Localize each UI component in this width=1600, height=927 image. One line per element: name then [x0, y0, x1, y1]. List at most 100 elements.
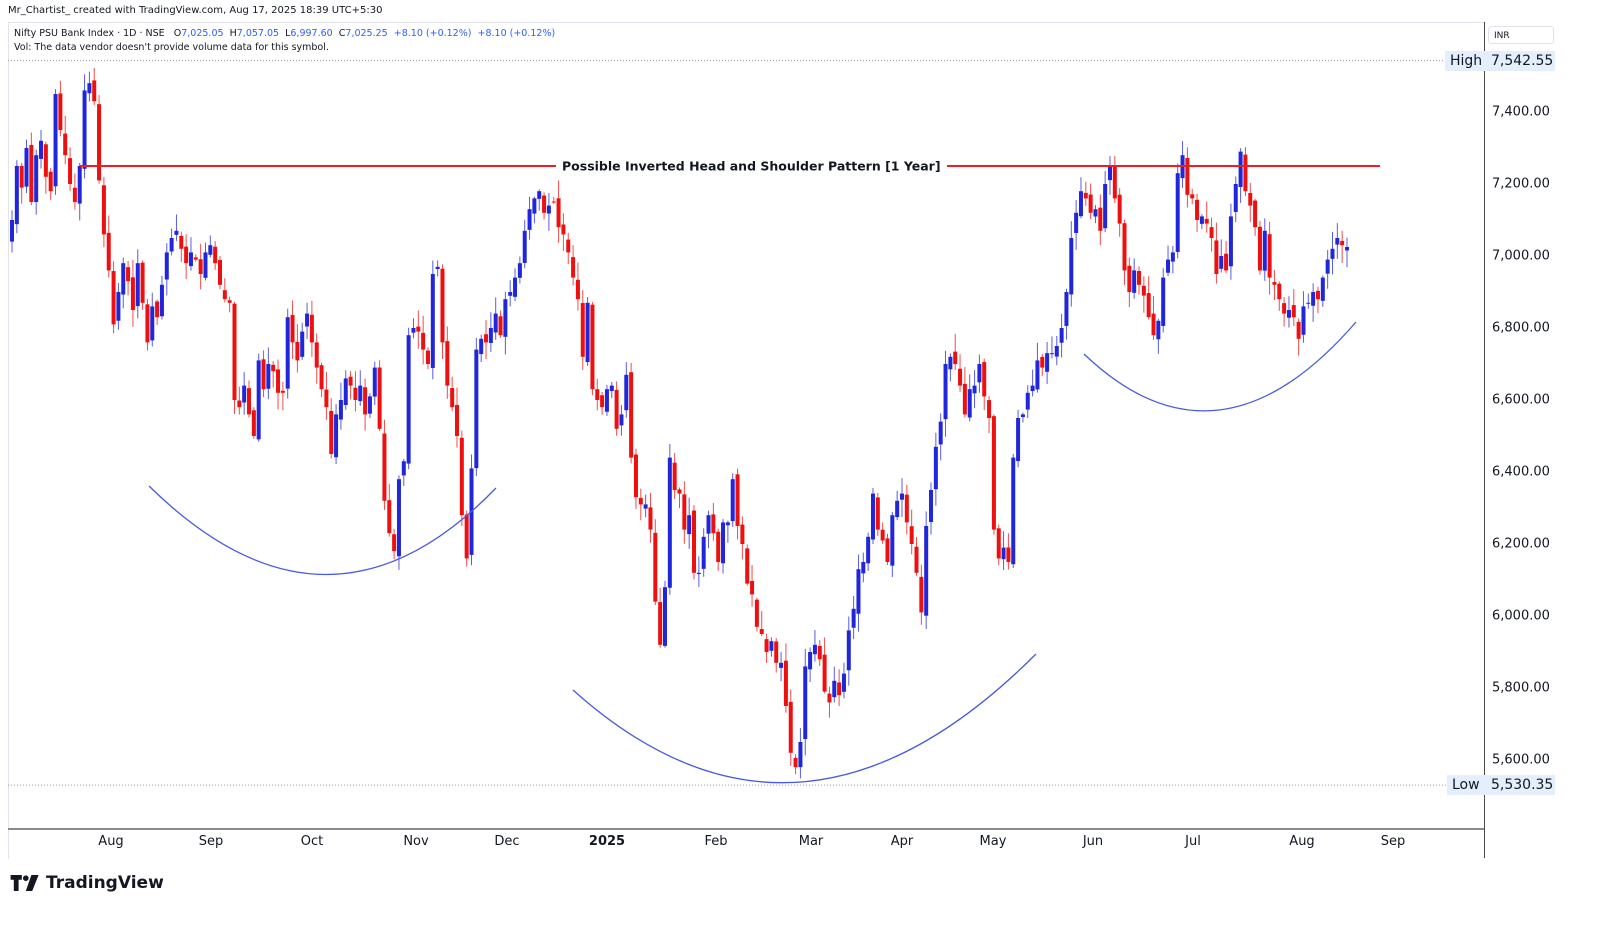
candle[interactable]: [1088, 183, 1093, 220]
candle[interactable]: [406, 327, 411, 470]
candle[interactable]: [1214, 222, 1219, 284]
candle[interactable]: [421, 315, 426, 365]
time-axis[interactable]: [8, 828, 1484, 860]
candle[interactable]: [430, 260, 435, 380]
candle[interactable]: [924, 511, 929, 630]
candle[interactable]: [77, 162, 82, 221]
tradingview-logo[interactable]: TradingView: [10, 873, 164, 893]
candle[interactable]: [145, 299, 150, 351]
candle[interactable]: [1277, 281, 1282, 311]
candle[interactable]: [367, 393, 372, 419]
candle[interactable]: [285, 308, 290, 399]
candle[interactable]: [1122, 219, 1127, 285]
candle[interactable]: [779, 651, 784, 682]
candle[interactable]: [10, 210, 14, 253]
candle[interactable]: [996, 524, 1001, 566]
candle[interactable]: [493, 297, 498, 340]
candle[interactable]: [1078, 177, 1083, 219]
candle[interactable]: [861, 552, 866, 583]
candle[interactable]: [450, 376, 455, 412]
candle[interactable]: [232, 301, 237, 415]
candle[interactable]: [1253, 198, 1258, 236]
candle[interactable]: [179, 231, 184, 263]
candle[interactable]: [822, 637, 827, 694]
candle[interactable]: [382, 419, 387, 510]
candle[interactable]: [72, 173, 77, 210]
candle[interactable]: [106, 215, 111, 278]
symbol-name[interactable]: Nifty PSU Bank Index · 1D · NSE: [14, 28, 165, 39]
candle[interactable]: [880, 522, 885, 544]
candle[interactable]: [164, 243, 169, 296]
candle[interactable]: [58, 80, 63, 137]
candle[interactable]: [793, 754, 798, 775]
head-arc[interactable]: [572, 653, 1037, 784]
candle[interactable]: [590, 301, 595, 396]
candle[interactable]: [1127, 257, 1132, 308]
candle[interactable]: [711, 503, 716, 541]
candle[interactable]: [140, 260, 145, 310]
candle[interactable]: [121, 257, 126, 309]
candle[interactable]: [740, 516, 745, 560]
candle[interactable]: [251, 407, 256, 439]
candle[interactable]: [1238, 148, 1243, 203]
candle[interactable]: [193, 254, 198, 262]
candle[interactable]: [126, 260, 131, 296]
candle[interactable]: [130, 259, 135, 327]
candle[interactable]: [730, 473, 735, 527]
candle[interactable]: [667, 444, 672, 595]
candle[interactable]: [474, 337, 479, 477]
candle[interactable]: [435, 260, 440, 277]
candle[interactable]: [503, 291, 508, 355]
candle[interactable]: [159, 275, 164, 320]
candle[interactable]: [237, 386, 242, 415]
candle[interactable]: [551, 197, 556, 204]
candle[interactable]: [817, 640, 822, 667]
candle[interactable]: [653, 519, 658, 606]
candle[interactable]: [832, 666, 837, 703]
candle[interactable]: [1291, 289, 1296, 326]
candle[interactable]: [914, 537, 919, 576]
candle[interactable]: [425, 347, 430, 370]
candle[interactable]: [372, 361, 377, 405]
candle[interactable]: [1103, 171, 1108, 233]
candle[interactable]: [1262, 218, 1267, 281]
candle[interactable]: [290, 300, 295, 360]
candle[interactable]: [222, 278, 227, 303]
candle[interactable]: [575, 262, 580, 311]
candle[interactable]: [479, 334, 484, 362]
candle[interactable]: [769, 637, 774, 657]
candle[interactable]: [987, 396, 992, 434]
candle[interactable]: [614, 381, 619, 436]
candle[interactable]: [309, 300, 314, 357]
candle[interactable]: [866, 532, 871, 571]
candle[interactable]: [1045, 342, 1050, 384]
candle[interactable]: [706, 510, 711, 549]
candle[interactable]: [1199, 214, 1204, 230]
candle[interactable]: [488, 312, 493, 352]
candle[interactable]: [783, 643, 788, 713]
candle[interactable]: [440, 264, 445, 360]
candle[interactable]: [1141, 276, 1146, 313]
candle[interactable]: [692, 505, 697, 580]
candle[interactable]: [247, 380, 252, 418]
candle[interactable]: [329, 398, 334, 459]
candle[interactable]: [324, 371, 329, 420]
candle[interactable]: [276, 359, 281, 410]
candle[interactable]: [1330, 231, 1335, 275]
candle[interactable]: [203, 242, 208, 281]
candle[interactable]: [682, 481, 687, 544]
candle[interactable]: [392, 528, 397, 560]
candle[interactable]: [1049, 336, 1054, 359]
candle[interactable]: [208, 235, 213, 258]
candle[interactable]: [595, 378, 600, 411]
candle[interactable]: [513, 268, 518, 302]
candle[interactable]: [1064, 288, 1069, 340]
candle[interactable]: [19, 162, 24, 204]
candle[interactable]: [1137, 266, 1142, 295]
candle[interactable]: [991, 414, 996, 535]
candle[interactable]: [904, 484, 909, 535]
candle[interactable]: [696, 556, 701, 588]
candle[interactable]: [411, 318, 416, 339]
candle[interactable]: [537, 189, 542, 211]
candle[interactable]: [1267, 221, 1272, 295]
